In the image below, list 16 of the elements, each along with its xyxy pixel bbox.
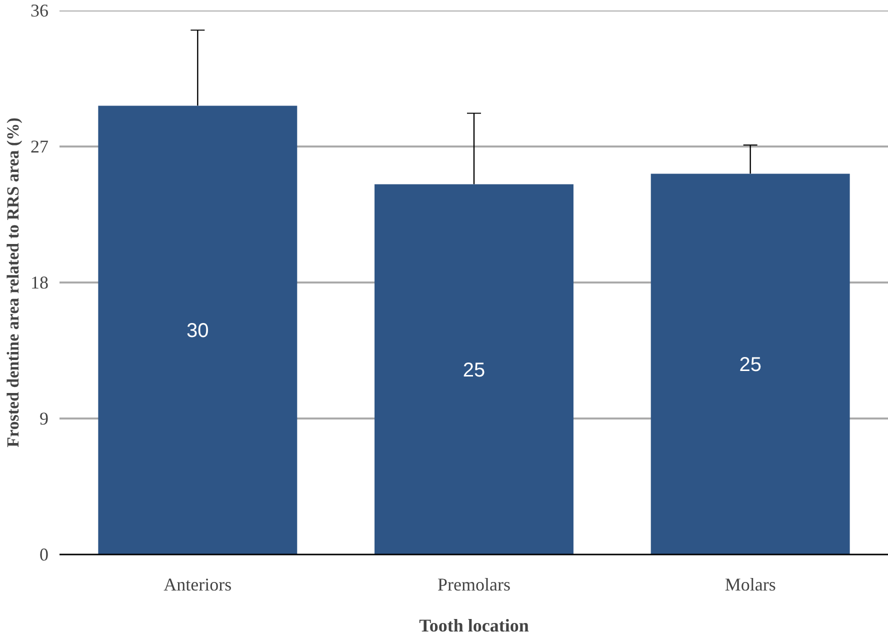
- y-axis-title: Frosted dentine area related to RRS area (%): [4, 118, 22, 448]
- y-tick-label: 36: [30, 0, 48, 20]
- bar: [374, 184, 574, 554]
- x-tick-label: Premolars: [438, 574, 510, 594]
- data-label: 25: [739, 354, 762, 376]
- data-label: 30: [186, 320, 209, 342]
- y-tick-label: 0: [40, 544, 48, 564]
- x-tick-label: Anteriors: [164, 574, 232, 594]
- y-tick-label: 18: [30, 272, 48, 292]
- bar: [650, 174, 850, 554]
- data-label: 25: [462, 359, 486, 382]
- y-tick-label: 27: [30, 136, 48, 156]
- bar: [98, 106, 298, 554]
- y-tick-label: 9: [40, 408, 48, 428]
- x-axis-title: Tooth location: [419, 616, 529, 636]
- x-tick-label: Molars: [724, 574, 776, 594]
